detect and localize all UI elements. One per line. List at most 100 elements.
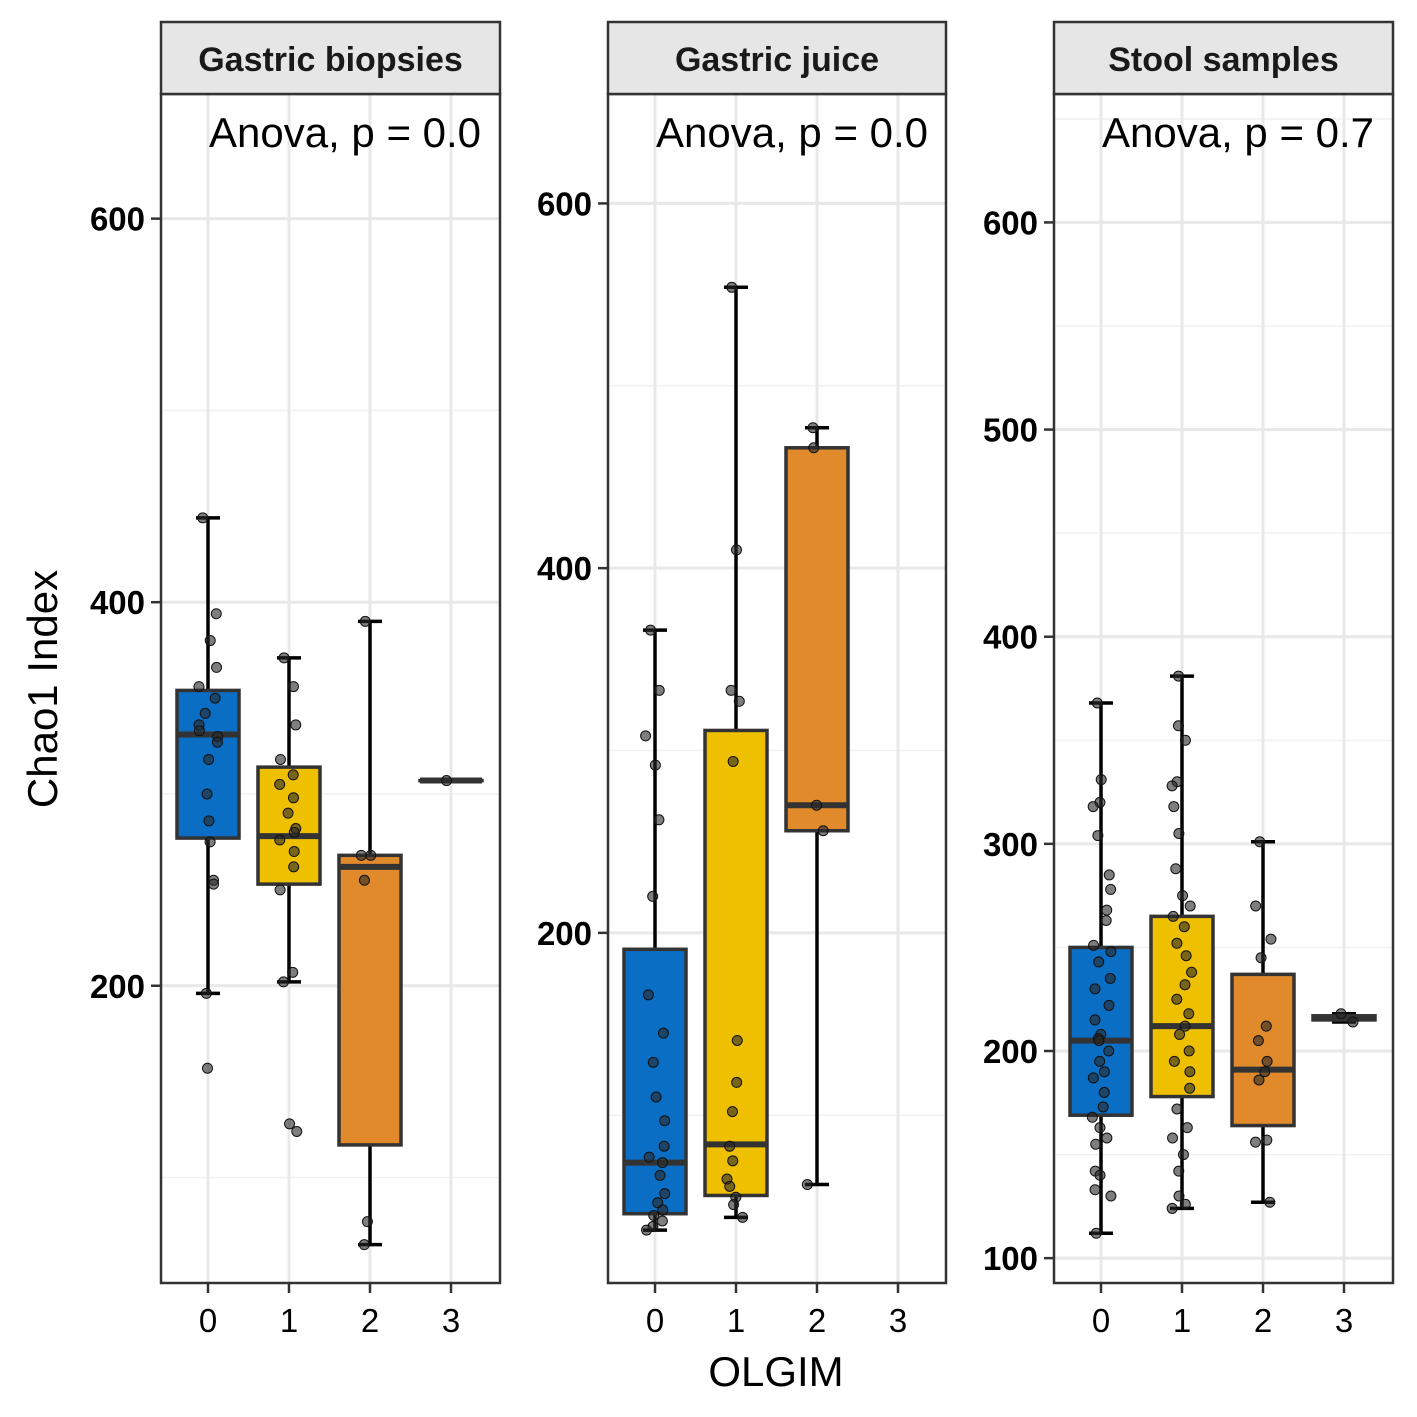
box-0: [622, 628, 688, 1232]
data-point: [287, 966, 299, 978]
data-point: [726, 281, 738, 293]
x-tick-label: 2: [808, 1302, 826, 1339]
data-point: [1255, 952, 1267, 964]
x-tick-label: 2: [361, 1302, 379, 1339]
data-point: [643, 1151, 655, 1163]
data-point: [1177, 1149, 1189, 1161]
data-point: [201, 788, 213, 800]
data-point: [1252, 1035, 1264, 1047]
panel-marks: [1068, 670, 1377, 1239]
box-iqr: [622, 947, 688, 1216]
data-point: [656, 1157, 668, 1169]
data-point: [648, 1210, 660, 1222]
data-point: [1091, 697, 1103, 709]
data-point: [1100, 915, 1112, 926]
x-axis-title: OLGIM: [708, 1348, 843, 1395]
data-point: [1264, 1196, 1276, 1208]
data-point: [1170, 863, 1182, 875]
data-point: [1089, 1014, 1101, 1026]
y-tick-label: 200: [983, 1033, 1038, 1070]
panel-border: [159, 92, 502, 1285]
data-point: [274, 753, 286, 765]
data-point: [647, 890, 659, 902]
data-point: [211, 661, 223, 673]
x-tick-label: 3: [1335, 1302, 1353, 1339]
data-point: [656, 1215, 668, 1227]
strip-background: [606, 20, 948, 96]
data-point: [1259, 1066, 1271, 1078]
data-point: [440, 775, 452, 787]
data-point: [358, 1239, 370, 1251]
data-point: [203, 815, 215, 827]
data-point: [193, 681, 205, 693]
data-point: [1179, 734, 1191, 746]
data-point: [1179, 979, 1191, 991]
data-point: [1166, 780, 1178, 792]
data-point: [653, 684, 665, 696]
strip-title: Stool samples: [1108, 41, 1339, 79]
data-point: [1105, 946, 1117, 958]
data-point: [1103, 1045, 1115, 1057]
y-tick-label: 600: [90, 201, 145, 238]
data-point: [1087, 1072, 1099, 1084]
data-point: [1101, 904, 1113, 916]
data-point: [1094, 1122, 1106, 1134]
y-tick-label: 600: [537, 185, 592, 222]
data-point: [1173, 828, 1185, 839]
data-point: [1180, 950, 1192, 962]
box-iqr: [337, 853, 403, 1147]
y-tick-label: 100: [983, 1240, 1038, 1277]
data-point: [730, 544, 742, 556]
data-point: [274, 778, 286, 790]
data-point: [1101, 1132, 1113, 1144]
y-tick-label: 500: [983, 412, 1038, 449]
strip-background: [1052, 20, 1395, 96]
data-point: [1261, 1055, 1273, 1067]
data-point: [278, 976, 290, 988]
data-point: [649, 759, 661, 771]
data-point: [1183, 1045, 1195, 1057]
data-point: [640, 730, 652, 742]
strip-background: [159, 20, 502, 96]
y-tick-label: 400: [90, 584, 145, 621]
data-point: [1179, 1198, 1191, 1210]
y-axis-title: Chao1 Index: [19, 570, 66, 808]
box-iqr: [1230, 972, 1296, 1128]
data-point: [1186, 966, 1198, 978]
data-point: [727, 1155, 739, 1167]
data-point: [1098, 1086, 1110, 1098]
y-tick-label: 400: [983, 619, 1038, 656]
data-point: [1250, 1136, 1262, 1148]
data-point: [1183, 1008, 1195, 1020]
data-point: [654, 1169, 666, 1181]
data-point: [1177, 890, 1189, 902]
data-point: [1093, 1035, 1105, 1047]
data-point: [1094, 1055, 1106, 1067]
data-point: [657, 1204, 669, 1216]
panel-3: Anova, p = 0.7 Stool samples 100 200 300 400 5…: [983, 20, 1395, 1339]
data-point: [811, 799, 823, 811]
data-point: [1265, 933, 1277, 945]
data-point: [727, 755, 739, 767]
data-point: [737, 1211, 749, 1223]
data-point: [204, 635, 216, 647]
data-point: [724, 1180, 736, 1192]
data-point: [1168, 1055, 1180, 1067]
data-point: [1088, 939, 1100, 951]
data-point: [726, 1106, 738, 1118]
data-point: [647, 1056, 659, 1068]
data-point: [1335, 1008, 1347, 1020]
data-point: [274, 884, 286, 896]
anova-annotation: Anova, p = 0.0: [656, 109, 928, 156]
data-point: [1166, 1202, 1178, 1214]
y-tick-label: 200: [90, 968, 145, 1005]
data-point: [1089, 983, 1101, 995]
x-tick-label: 0: [199, 1302, 217, 1339]
data-point: [733, 695, 745, 707]
data-point: [731, 1034, 743, 1046]
data-point: [203, 753, 215, 765]
data-point: [287, 769, 299, 781]
data-point: [1092, 830, 1104, 842]
data-point: [1097, 1101, 1109, 1113]
data-point: [728, 1199, 740, 1211]
